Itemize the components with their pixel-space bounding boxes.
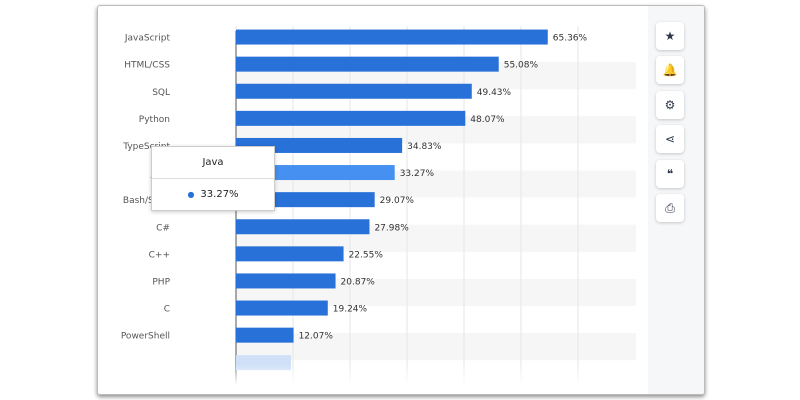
value-label: 33.27%	[400, 169, 435, 179]
bar	[236, 327, 294, 343]
category-label: TypeScript	[122, 142, 170, 152]
quote-button[interactable]: ❝	[656, 159, 684, 188]
category-label: PowerShell	[121, 332, 170, 342]
print-button[interactable]: ⎙	[656, 194, 684, 222]
value-label: 27.98%	[374, 223, 409, 233]
print-icon: ⎙	[665, 200, 675, 215]
value-label: 34.83%	[407, 142, 442, 152]
quote-icon: ❝	[666, 166, 674, 181]
tooltip: Java ● 33.27%	[151, 146, 275, 211]
value-label: 19.24%	[333, 305, 368, 315]
star-button[interactable]: ★	[656, 22, 684, 50]
category-label: JavaScript	[124, 34, 171, 44]
bar	[236, 219, 370, 235]
gear-icon: ⚙	[664, 97, 676, 112]
bar-chart: JavaScript 65.36% HTML/CSS 55.08% SQL 49.43% P…	[121, 26, 636, 394]
tooltip-title: Java	[152, 147, 274, 179]
bar	[236, 29, 548, 45]
category-label: C	[164, 305, 170, 315]
bell-button[interactable]: 🔔	[656, 56, 684, 85]
share-icon: ⋖	[664, 132, 676, 147]
value-label: 20.87%	[341, 277, 376, 287]
bar	[236, 137, 403, 153]
bar	[236, 246, 344, 262]
value-label: 65.36%	[553, 34, 588, 44]
star-icon: ★	[664, 29, 676, 43]
row-band	[236, 333, 636, 361]
gear-button[interactable]: ⚙	[656, 90, 684, 119]
value-label: 12.07%	[299, 332, 334, 342]
bar	[236, 300, 328, 316]
category-label: C++	[149, 250, 170, 260]
chart-card: JavaScript 65.36% HTML/CSS 55.08% SQL 49.43% P…	[97, 5, 705, 395]
value-label: 48.07%	[470, 115, 505, 125]
category-label: Python	[139, 115, 170, 125]
bell-icon: 🔔	[662, 63, 678, 78]
bar	[236, 83, 472, 99]
value-label: 55.08%	[504, 61, 539, 71]
tooltip-value: 33.27%	[200, 189, 239, 200]
category-label: HTML/CSS	[124, 61, 170, 71]
scroll-fade	[98, 364, 658, 394]
bar	[236, 165, 395, 181]
category-label: C#	[156, 223, 170, 233]
category-label: PHP	[152, 277, 170, 287]
share-button[interactable]: ⋖	[656, 125, 684, 154]
category-label: Bash/Shell	[123, 196, 170, 206]
bar	[236, 273, 336, 289]
bar	[236, 110, 466, 126]
value-label: 29.07%	[380, 196, 415, 206]
value-label: 49.43%	[477, 88, 512, 98]
bar	[236, 56, 499, 72]
value-label: 22.55%	[349, 250, 384, 260]
category-label: SQL	[152, 88, 170, 98]
